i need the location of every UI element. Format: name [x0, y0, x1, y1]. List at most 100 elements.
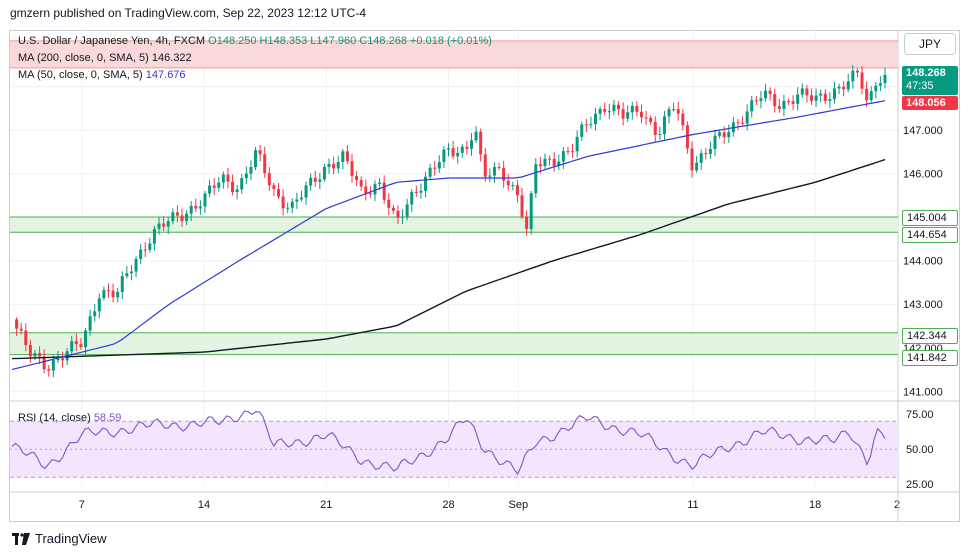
candle-body	[198, 206, 202, 209]
tradingview-logo-icon	[12, 532, 30, 545]
candle-body	[437, 162, 441, 169]
candle-body	[883, 74, 887, 84]
candle-body	[276, 189, 280, 197]
candle-body	[120, 276, 124, 292]
last-price-tag: 148.268 47:35	[902, 66, 958, 95]
candle-body	[240, 178, 244, 190]
candle-body	[410, 191, 414, 205]
candle-body	[791, 101, 795, 104]
candle-body	[727, 132, 731, 138]
candle-body	[70, 341, 74, 352]
candle-body	[796, 94, 800, 104]
candle-body	[401, 216, 405, 218]
candle-body	[208, 185, 212, 194]
candle-body	[860, 72, 864, 89]
candle-body	[189, 205, 193, 214]
candle-body	[15, 319, 19, 329]
candle-body	[359, 180, 363, 187]
candle-body	[713, 135, 717, 149]
legend-ma50-row[interactable]: MA (50, close, 0, SMA, 5) 147.676	[18, 69, 186, 81]
candle-body	[846, 81, 850, 90]
candle-body	[823, 93, 827, 101]
candle-body	[61, 358, 65, 361]
candle-body	[566, 151, 570, 153]
candle-body	[589, 124, 593, 126]
candle-body	[428, 167, 432, 177]
candle-body	[28, 344, 32, 357]
ma200-line	[11, 158, 886, 360]
candle-body	[313, 177, 317, 182]
candle-body	[598, 108, 602, 114]
candle-body	[878, 83, 882, 86]
candle-body	[828, 99, 832, 101]
candle-body	[364, 186, 368, 194]
candle-body	[396, 210, 400, 218]
legend-rsi-value: 58.59	[93, 412, 122, 424]
candle-body	[249, 167, 253, 174]
candle-body	[456, 152, 460, 157]
candle-body	[341, 151, 345, 163]
candle-body	[221, 174, 225, 183]
candle-body	[662, 116, 666, 135]
candle-body	[304, 185, 308, 198]
candle-body	[777, 106, 781, 109]
candle-body	[134, 258, 138, 272]
candle-body	[433, 167, 437, 169]
candle-body	[695, 162, 699, 171]
candle-body	[281, 196, 285, 209]
price-tick-label: 141.000	[903, 386, 943, 398]
legend-ma200-row[interactable]: MA (200, close, 0, SMA, 5) 146.322	[18, 52, 192, 64]
candle-body	[787, 100, 791, 102]
candle-body	[626, 112, 630, 119]
legend-ohlc: O148.250 H148.353 L147.960 C148.268 +0.0…	[208, 35, 492, 47]
publisher-line: gmzern published on TradingView.com, Sep…	[10, 6, 366, 20]
candle-body	[658, 134, 662, 136]
candle-body	[414, 191, 418, 193]
price-zone	[10, 217, 898, 233]
candle-body	[106, 290, 110, 292]
candle-body	[24, 330, 28, 345]
candle-body	[584, 124, 588, 126]
legend-rsi-row[interactable]: RSI (14, close) 58.59	[18, 412, 121, 424]
candle-body	[350, 161, 354, 176]
currency-button[interactable]: JPY	[904, 33, 956, 55]
candle-body	[258, 150, 262, 155]
candle-body	[419, 190, 423, 193]
candle-body	[534, 164, 538, 194]
candle-body	[722, 132, 726, 138]
candle-body	[708, 148, 712, 154]
candle-body	[699, 153, 703, 163]
rsi-band	[10, 421, 898, 478]
price-tick-label: 146.000	[903, 169, 943, 181]
candle-body	[874, 85, 878, 92]
candle-body	[84, 330, 88, 348]
candle-body	[525, 216, 529, 229]
zone1-top-tag: 145.004	[902, 210, 958, 226]
candle-body	[263, 154, 267, 174]
candle-body	[621, 109, 625, 119]
candle-body	[162, 223, 166, 227]
candle-body	[819, 93, 823, 96]
candle-body	[842, 86, 846, 90]
candle-body	[129, 271, 133, 274]
candle-body	[318, 179, 322, 182]
candle-body	[644, 117, 648, 119]
candle-body	[322, 166, 326, 180]
candle-body	[74, 341, 78, 345]
time-tick-label: 7	[79, 499, 85, 511]
candle-body	[267, 173, 271, 186]
candle-body	[474, 131, 478, 141]
candle-body	[543, 158, 547, 167]
candle-body	[336, 162, 340, 169]
rsi-tick-label: 25.00	[906, 479, 934, 491]
candle-body	[272, 185, 276, 190]
candle-body	[483, 154, 487, 177]
candle-body	[33, 353, 37, 357]
candle-body	[309, 177, 313, 186]
candle-body	[750, 100, 754, 112]
candle-body	[511, 185, 515, 187]
footer-brand: TradingView	[35, 531, 107, 546]
candle-body	[226, 174, 230, 182]
candle-body	[157, 223, 161, 229]
